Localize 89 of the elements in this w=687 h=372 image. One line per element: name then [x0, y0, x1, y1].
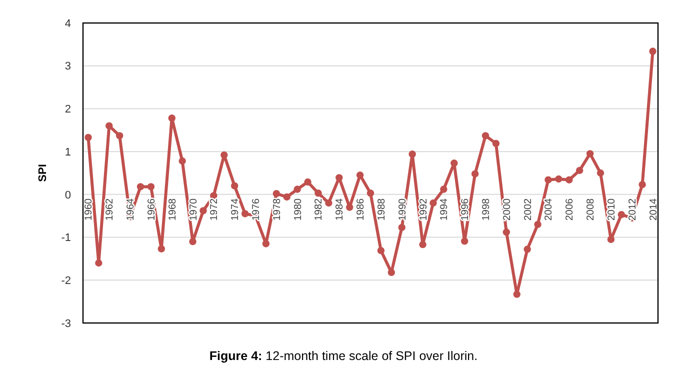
point [482, 132, 490, 140]
x-tick-label: 2002 [522, 198, 534, 221]
point [388, 268, 396, 276]
x-tick-label: 2012 [627, 198, 638, 221]
point [220, 151, 228, 159]
point [304, 178, 312, 186]
x-tick-label: 1986 [356, 198, 367, 221]
point [430, 199, 437, 207]
x-tick-label: 2004 [544, 198, 555, 221]
x-tick-label: 1992 [418, 198, 430, 221]
point [356, 172, 364, 179]
point [555, 175, 562, 183]
x-tick-label: 1964 [126, 198, 137, 221]
x-tick-label: 1970 [188, 198, 200, 221]
x-tick-label: 1974 [230, 198, 242, 221]
x-tick-label: 1962 [104, 198, 116, 221]
text: Figure 4: 12-month time scale of SPI over Ilorin. [209, 349, 478, 363]
point [471, 170, 479, 178]
point [178, 157, 186, 165]
point [649, 48, 656, 55]
x-tick-label: 2010 [606, 198, 618, 221]
point [136, 183, 144, 190]
x-tick-label: 1960 [84, 198, 95, 221]
point [618, 210, 626, 218]
point [158, 245, 166, 252]
point [283, 193, 290, 201]
point [534, 220, 542, 228]
x-tick-label: 2006 [564, 198, 576, 221]
point [314, 190, 322, 197]
point [450, 160, 458, 167]
point [200, 207, 207, 214]
point [325, 199, 332, 207]
x-tick-label: 1994 [439, 198, 450, 221]
point [147, 183, 155, 190]
point [106, 122, 113, 130]
y-tick-label: -2 [61, 274, 71, 287]
x-tick-label: 1984 [334, 198, 346, 221]
point [440, 186, 448, 193]
point [294, 186, 301, 193]
x-tick-label: 1990 [397, 198, 408, 221]
point [230, 182, 238, 190]
y-tick-label: -1 [61, 232, 71, 244]
point [460, 238, 468, 245]
x-tick-label: 1998 [481, 198, 492, 221]
point [84, 134, 92, 142]
point [241, 210, 249, 218]
x-tick-label: 1980 [292, 198, 304, 221]
point [596, 169, 604, 177]
x-tick-label: 1976 [251, 198, 262, 221]
x-tick-label: 2000 [502, 198, 513, 221]
point [262, 240, 270, 248]
point [576, 166, 584, 174]
point [95, 259, 102, 267]
y-axis-title: SPI [37, 164, 49, 182]
y-tick-label: -3 [61, 318, 71, 330]
y-tick-label: 2 [64, 104, 71, 116]
point [419, 240, 426, 248]
point [346, 204, 354, 211]
x-tick-label: 2008 [586, 198, 597, 221]
y-tick-label: 1 [64, 146, 71, 158]
y-tick-label: 0 [64, 189, 71, 202]
x-tick-label: 1978 [272, 198, 283, 221]
point [502, 228, 510, 236]
point [272, 190, 280, 198]
point [607, 236, 615, 244]
x-tick-label: 1996 [460, 198, 472, 221]
point [366, 190, 374, 197]
point [336, 174, 343, 182]
point [524, 246, 531, 253]
point [408, 150, 416, 158]
point [168, 114, 176, 122]
point [492, 140, 500, 148]
point [566, 176, 573, 184]
x-tick-label: 1968 [167, 198, 178, 221]
point [189, 238, 196, 246]
y-tick-label: 4 [64, 18, 71, 30]
y-tick-label: 3 [64, 60, 71, 73]
point [544, 176, 552, 184]
x-tick-label: 1988 [376, 198, 388, 221]
point [116, 132, 124, 140]
x-tick-label: 2014 [648, 198, 660, 221]
point [398, 224, 406, 232]
point [513, 290, 520, 298]
x-tick-label: 1972 [209, 198, 220, 221]
point [377, 246, 385, 254]
x-tick-label: 1982 [314, 198, 325, 221]
point [586, 150, 594, 158]
point [638, 180, 646, 188]
x-tick-label: 1966 [146, 198, 158, 221]
